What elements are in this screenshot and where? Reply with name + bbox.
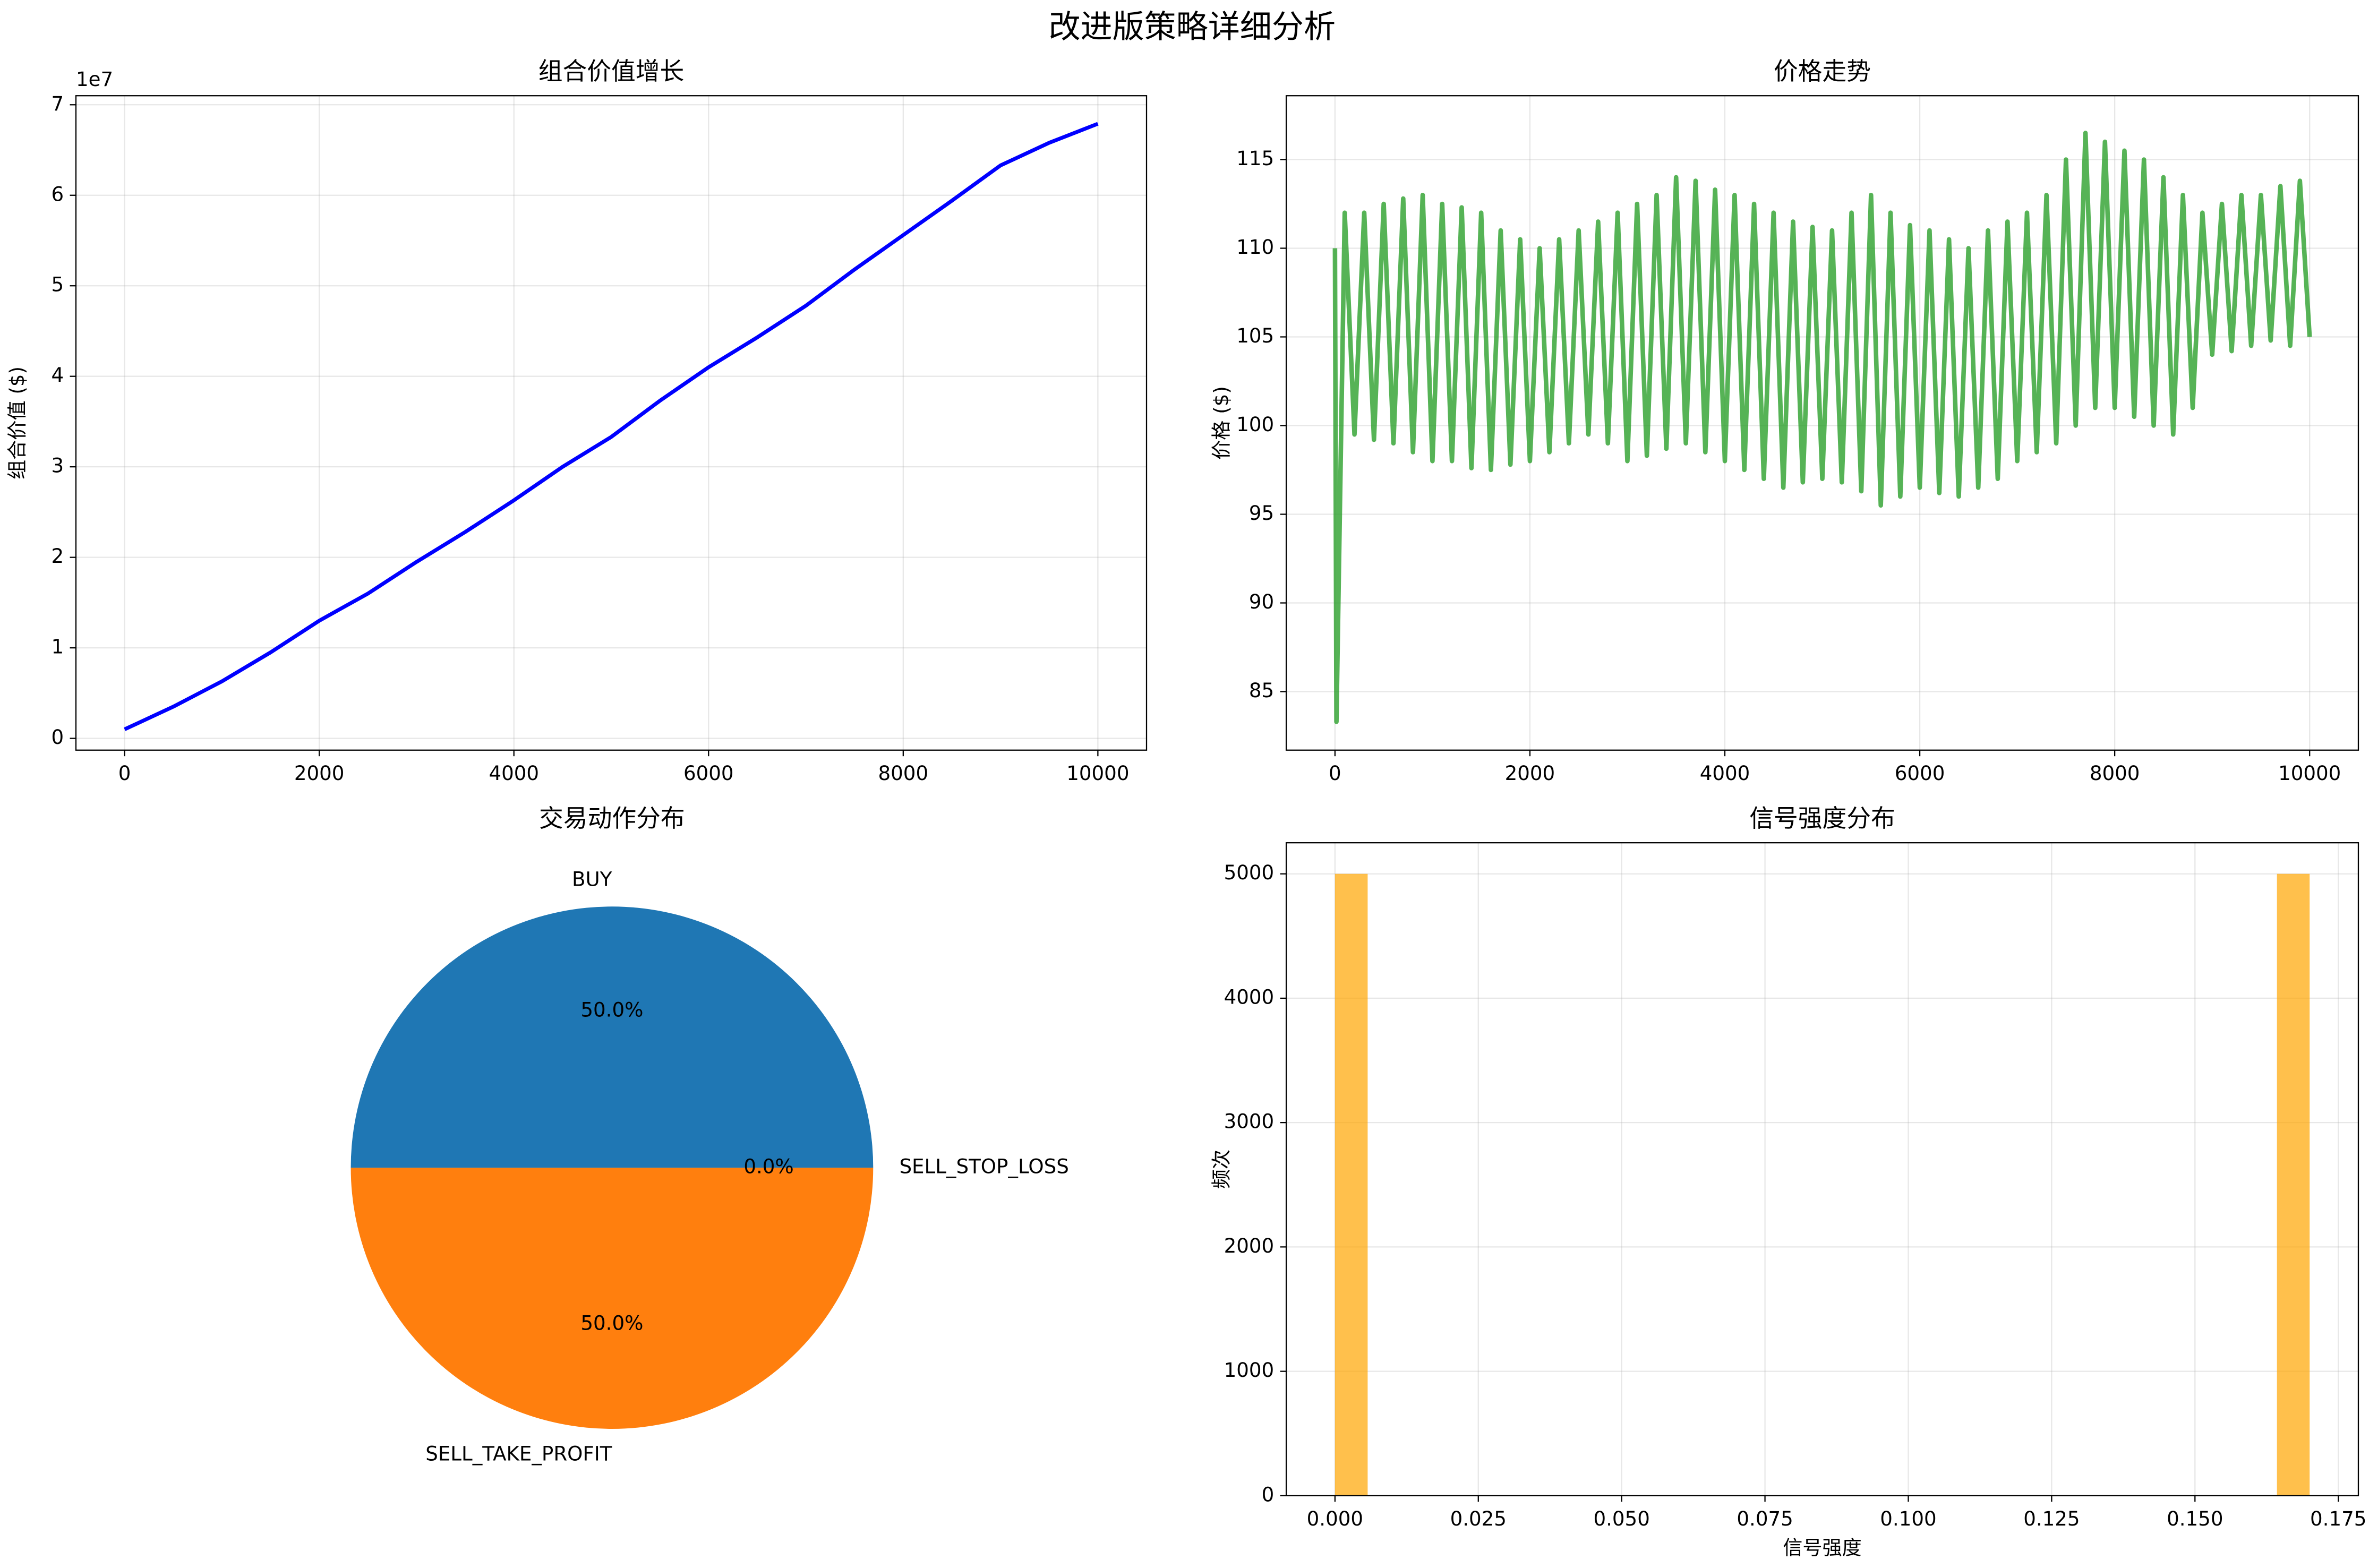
y-tick-label: 0 xyxy=(1262,1483,1275,1506)
chart-title: 组合价值增长 xyxy=(538,57,684,85)
x-tick-label: 0.100 xyxy=(1880,1507,1936,1530)
x-tick-label: 0.025 xyxy=(1450,1507,1507,1530)
y-tick-label: 6 xyxy=(51,182,64,205)
x-tick-label: 10000 xyxy=(1066,761,1129,785)
x-tick-label: 8000 xyxy=(878,761,929,785)
hist-bar xyxy=(2277,873,2310,1496)
x-tick-label: 2000 xyxy=(1505,761,1555,785)
x-tick-label: 0.000 xyxy=(1307,1507,1363,1530)
x-tick-label: 0 xyxy=(1329,761,1341,785)
y-tick-label: 110 xyxy=(1236,235,1274,259)
y-tick-label: 90 xyxy=(1249,590,1274,613)
y-tick-label: 115 xyxy=(1236,147,1274,170)
hist-bar xyxy=(1335,873,1368,1496)
data-line xyxy=(1332,131,2312,724)
pie-value-label: 50.0% xyxy=(580,998,643,1022)
y-tick-label: 2 xyxy=(51,544,64,568)
x-tick-label: 0 xyxy=(118,761,131,785)
pie-label: SELL_TAKE_PROFIT xyxy=(425,1442,612,1466)
x-tick-label: 2000 xyxy=(294,761,345,785)
chart-title: 信号强度分布 xyxy=(1749,804,1895,833)
y-tick-label: 1 xyxy=(51,635,64,658)
x-tick-label: 0.150 xyxy=(2167,1507,2223,1530)
x-tick-label: 4000 xyxy=(1700,761,1750,785)
pie-value-label: 0.0% xyxy=(743,1155,793,1178)
y-tick-label: 4000 xyxy=(1224,985,1275,1008)
chart-title: 价格走势 xyxy=(1774,57,1871,85)
x-axis-label: 信号强度 xyxy=(1783,1536,1862,1559)
y-axis-label: 组合价值 ($) xyxy=(5,366,29,479)
y-axis-label: 频次 xyxy=(1209,1150,1233,1189)
y-tick-label: 5000 xyxy=(1224,861,1275,884)
y-tick-label: 5 xyxy=(51,273,64,296)
y-tick-label: 7 xyxy=(51,92,64,115)
y-tick-label: 3 xyxy=(51,454,64,477)
pie-slice xyxy=(350,1168,874,1429)
x-tick-label: 10000 xyxy=(2278,761,2341,785)
y-axis-label: 价格 ($) xyxy=(1209,386,1233,460)
figure-title: 改进版策略详细分析 xyxy=(1049,8,1336,46)
x-tick-label: 0.075 xyxy=(1737,1507,1793,1530)
x-tick-label: 6000 xyxy=(1895,761,1945,785)
pie-label: SELL_STOP_LOSS xyxy=(899,1155,1068,1178)
y-tick-label: 0 xyxy=(51,725,64,749)
chart-title: 交易动作分布 xyxy=(539,804,685,833)
pie-label: BUY xyxy=(572,868,612,891)
x-tick-label: 0.125 xyxy=(2023,1507,2080,1530)
y-tick-label: 2000 xyxy=(1224,1234,1275,1257)
plot-frame xyxy=(75,95,1148,751)
y-tick-label: 105 xyxy=(1236,324,1274,347)
y-tick-label: 100 xyxy=(1236,413,1274,436)
y-tick-label: 4 xyxy=(51,363,64,387)
pie-slice xyxy=(350,906,874,1168)
x-tick-label: 6000 xyxy=(683,761,734,785)
y-tick-label: 95 xyxy=(1249,501,1274,525)
data-line xyxy=(124,122,1099,731)
y-tick-label: 1000 xyxy=(1224,1358,1275,1382)
plot-frame xyxy=(1285,842,2359,1496)
x-tick-label: 8000 xyxy=(2090,761,2140,785)
y-tick-label: 3000 xyxy=(1224,1110,1275,1133)
x-tick-label: 0.050 xyxy=(1593,1507,1649,1530)
pie-value-label: 50.0% xyxy=(580,1312,643,1335)
x-tick-label: 4000 xyxy=(489,761,539,785)
y-tick-label: 85 xyxy=(1249,679,1274,702)
y-offset-label: 1e7 xyxy=(76,67,113,91)
x-tick-label: 0.175 xyxy=(2310,1507,2366,1530)
plot-frame xyxy=(1285,95,2359,751)
